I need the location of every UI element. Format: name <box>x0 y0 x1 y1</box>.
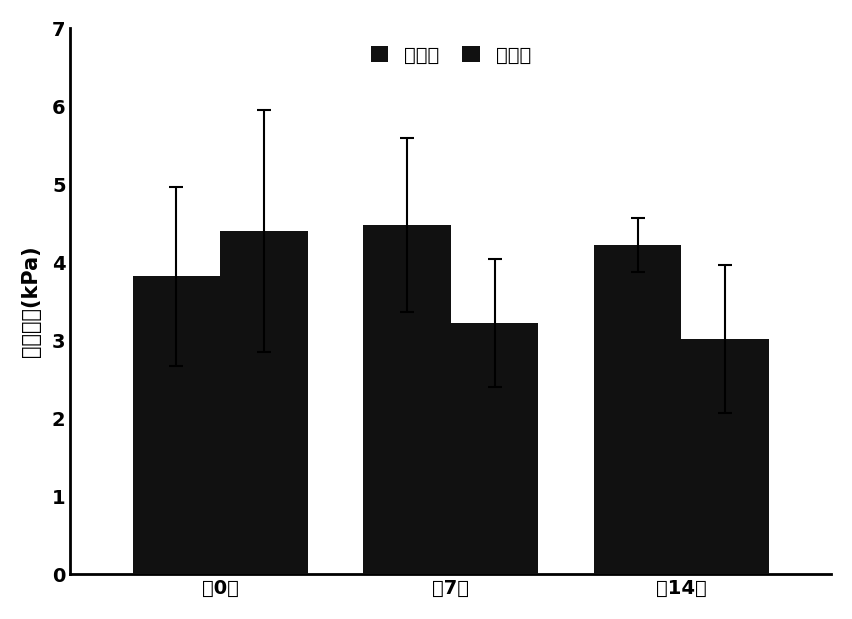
Bar <box>451 323 538 574</box>
Bar <box>221 231 308 574</box>
Legend: 含细胞, 无细胞: 含细胞, 无细胞 <box>363 38 538 72</box>
Bar <box>594 245 682 574</box>
Bar <box>133 276 221 574</box>
Y-axis label: 弹性模量(kPa): 弹性模量(kPa) <box>20 246 41 357</box>
Bar <box>682 339 769 574</box>
Bar <box>363 225 451 574</box>
